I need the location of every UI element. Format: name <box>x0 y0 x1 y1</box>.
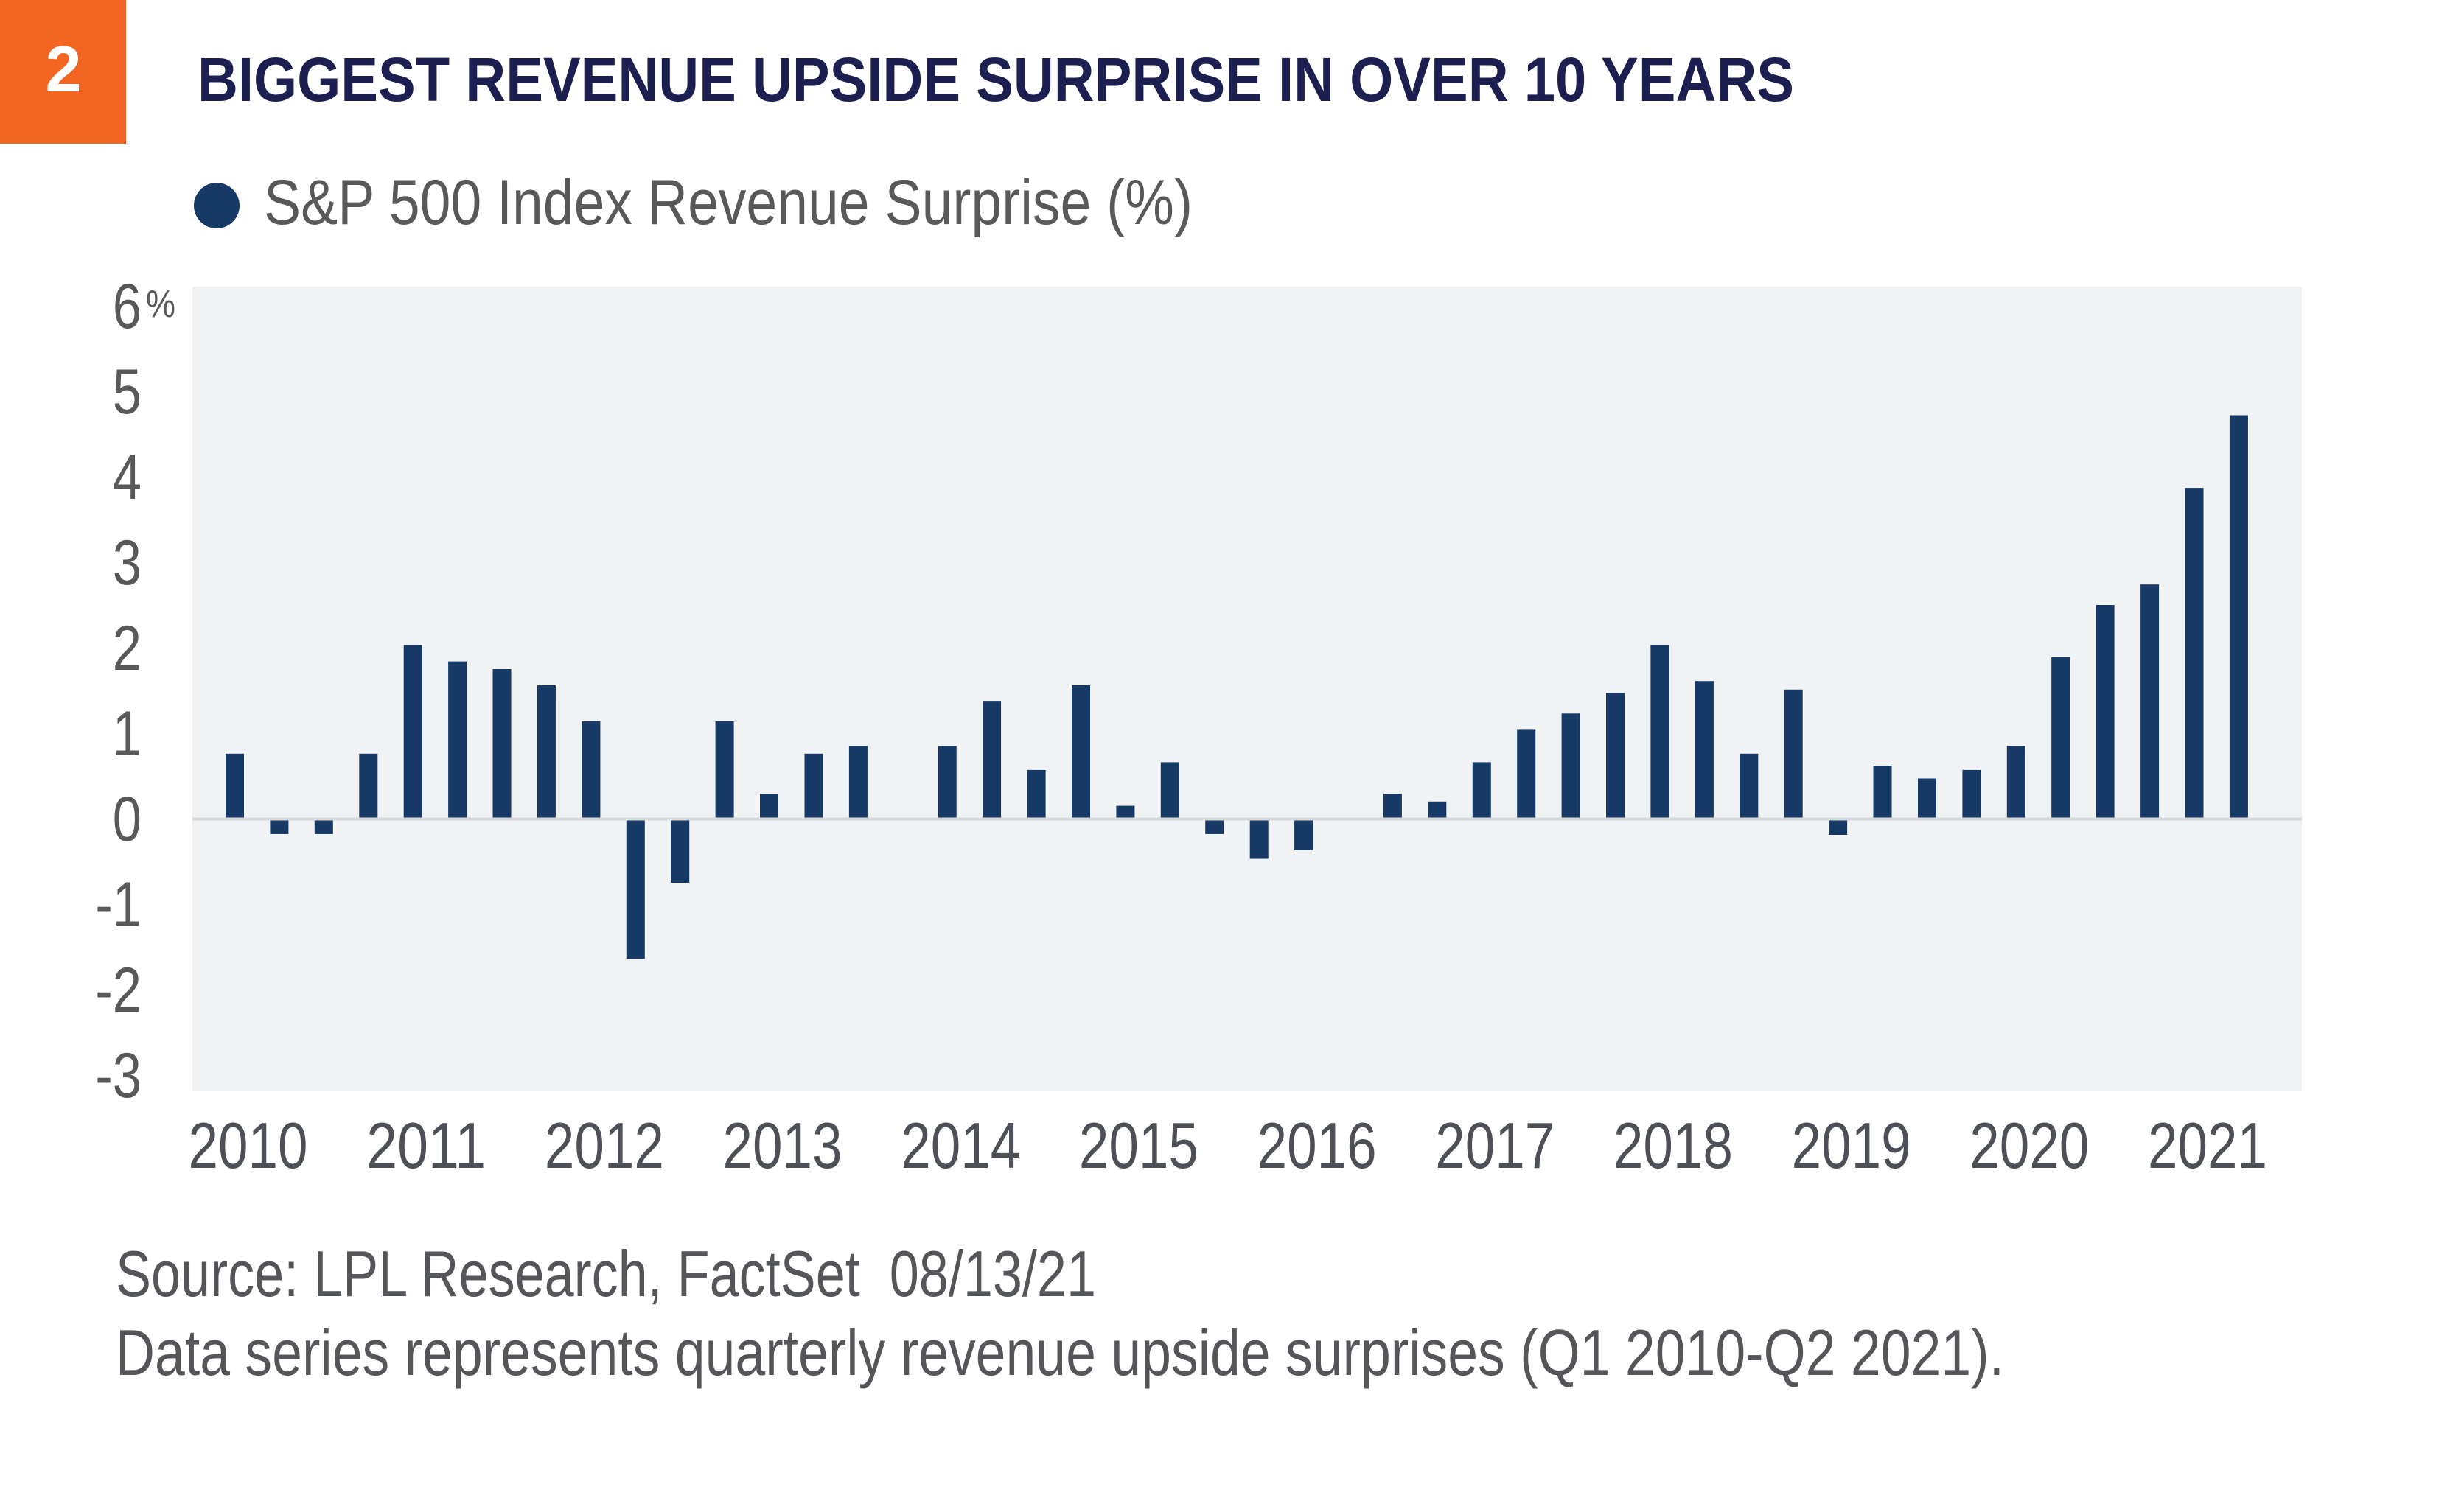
bar: Q2 2017: 1.04 <box>1517 729 1536 819</box>
x-axis: 2010 2011 2012 2013 2014 2015 2016 2017 2018 2019… <box>189 1109 2268 1182</box>
y-tick-label: -2 <box>95 954 142 1025</box>
bar: Q2 2011: 1.84 <box>448 661 467 819</box>
y-tick-label: 6 <box>113 270 142 341</box>
y-tick-label: 3 <box>113 527 142 598</box>
bar: Q4 2014: 1.56 <box>1072 685 1090 819</box>
x-tick-label: 2021 <box>2148 1109 2267 1182</box>
x-tick-label: 2020 <box>1969 1109 2089 1182</box>
x-tick-label: 2014 <box>901 1109 1020 1182</box>
bar: Q1 2015: 0.15 <box>1116 805 1135 819</box>
bar: Q3 2017: 1.23 <box>1561 713 1580 819</box>
source-note: Source: LPL Research, FactSet 08/13/21 <box>116 1237 1096 1310</box>
x-tick-label: 2019 <box>1792 1109 1911 1182</box>
bar: Q2 2020: 1.89 <box>2051 657 2070 819</box>
bar: Q3 2011: 1.75 <box>492 669 512 819</box>
bar: Q2 2012: -1.64 <box>626 819 645 959</box>
bar: Q1 2016: -0.37 <box>1294 819 1313 850</box>
circle-marker-icon <box>194 183 240 228</box>
y-tick-label: 5 <box>113 356 142 427</box>
bar: Q1 2021: 3.87 <box>2185 488 2204 819</box>
bar: Q3 2015: -0.18 <box>1205 819 1224 834</box>
bar: Q4 2020: 2.74 <box>2140 584 2160 819</box>
y-unit-label: % <box>146 283 175 326</box>
bar: Q4 2011: 1.56 <box>537 685 556 819</box>
bar: Q4 2018: 1.51 <box>1784 689 1803 819</box>
x-tick-label: 2015 <box>1079 1109 1198 1182</box>
bar: Q2 2015: 0.66 <box>1160 762 1179 819</box>
data-description-note: Data series represents quarterly revenue… <box>116 1316 2004 1389</box>
bar: Q4 2015: -0.47 <box>1249 819 1269 859</box>
bar: Q3 2020: 2.5 <box>2096 605 2115 819</box>
bar: Q1 2019: -0.19 <box>1829 819 1848 835</box>
legend: S&P 500 Index Revenue Surprise (%) <box>194 167 1193 238</box>
bar: Q2 2010: -0.18 <box>270 819 289 834</box>
x-tick-label: 2011 <box>366 1109 486 1182</box>
bar: Q3 2010: -0.18 <box>314 819 333 834</box>
badge-background <box>0 0 126 144</box>
bar: Q1 2014: 0.85 <box>938 746 957 819</box>
bar: Q3 2014: 0.57 <box>1027 769 1046 819</box>
bar: Q1 2010: 0.76 <box>226 753 244 819</box>
bar-series: Q1 2010: 0.76 Q2 2010: -0.18 Q3 2010: -0.1… <box>226 415 2248 959</box>
x-tick-label: 2012 <box>545 1109 664 1182</box>
bar: Q1 2020: 0.85 <box>2006 746 2025 819</box>
bar: Q2 2018: 1.61 <box>1695 681 1714 819</box>
bar: Q4 2010: 0.76 <box>359 753 378 819</box>
bar: Q3 2018: 0.76 <box>1740 753 1759 819</box>
y-tick-label: -1 <box>95 869 142 939</box>
bar: Q3 2013: 0.85 <box>848 746 868 819</box>
bar: Q1 2017: 0.66 <box>1472 762 1491 819</box>
x-tick-label: 2010 <box>189 1109 308 1182</box>
y-tick-label: 0 <box>113 783 142 854</box>
bar: Q4 2016: 0.2 <box>1428 801 1447 819</box>
bar: Q3 2019: 0.47 <box>1918 778 1936 819</box>
badge-number: 2 <box>46 32 82 105</box>
bar: Q1 2018: 2.03 <box>1650 645 1669 819</box>
y-axis: 6 %5 4 3 2 1 0 -1 -2 -3 <box>95 270 175 1110</box>
y-tick-label: -3 <box>95 1040 142 1110</box>
legend-label: S&P 500 Index Revenue Surprise (%) <box>264 167 1193 238</box>
y-tick-label: 2 <box>113 612 142 683</box>
bar: Q2 2014: 1.37 <box>983 701 1002 819</box>
x-tick-label: 2018 <box>1613 1109 1733 1182</box>
x-tick-label: 2017 <box>1435 1109 1555 1182</box>
bar: Q1 2012: 1.14 <box>582 721 601 819</box>
x-tick-label: 2013 <box>723 1109 842 1182</box>
bar: Q1 2011: 2.03 <box>403 645 422 819</box>
bar: Q3 2016: 0.29 <box>1383 794 1402 819</box>
x-tick-label: 2016 <box>1257 1109 1377 1182</box>
bar: Q2 2019: 0.62 <box>1873 766 1892 819</box>
chart-number-badge: 2 <box>0 0 126 144</box>
bar: Q4 2012: 1.14 <box>715 721 734 819</box>
y-tick-label: 1 <box>113 698 142 769</box>
bar: Q4 2017: 1.47 <box>1606 693 1625 819</box>
bar: Q2 2013: 0.76 <box>804 753 823 819</box>
bar: Q2 2021: 4.72 <box>2229 415 2248 819</box>
bar: Q3 2012: -0.75 <box>671 819 690 883</box>
bar: Q1 2013: 0.29 <box>760 794 778 819</box>
y-tick-label: 4 <box>113 441 142 512</box>
bar: Q4 2019: 0.57 <box>1962 769 1981 819</box>
chart-title: BIGGEST REVENUE UPSIDE SURPRISE IN OVER … <box>198 45 1794 114</box>
